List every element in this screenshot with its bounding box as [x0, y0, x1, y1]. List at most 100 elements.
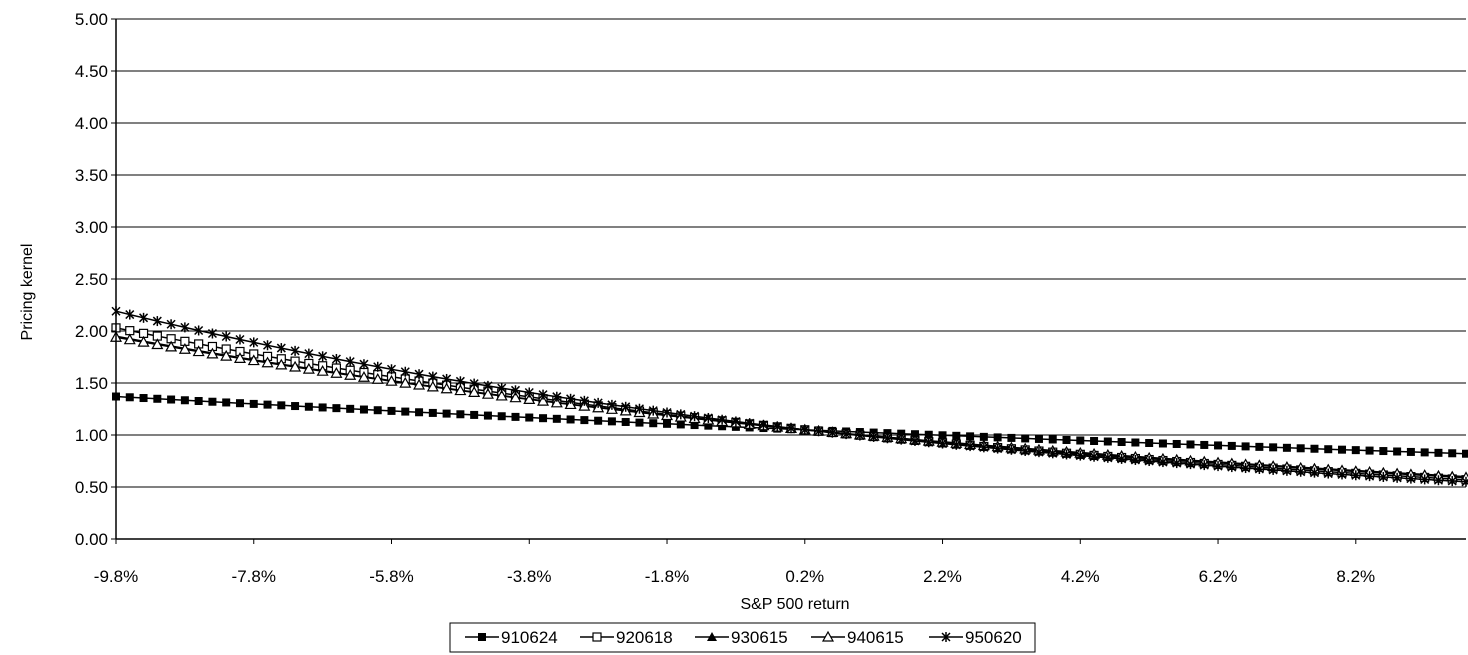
data-point [1090, 436, 1099, 445]
data-point [344, 369, 357, 380]
data-point [442, 373, 452, 384]
data-point [1158, 439, 1167, 448]
data-point [579, 395, 589, 406]
data-point [247, 354, 260, 366]
data-point [524, 387, 534, 398]
x-tick-label: 6.2% [1199, 567, 1238, 586]
data-point [1034, 447, 1044, 458]
data-point [483, 411, 492, 420]
data-point [1393, 447, 1402, 456]
data-point [385, 374, 398, 386]
data-point [1006, 444, 1016, 455]
data-point [745, 418, 755, 429]
data-point [537, 394, 550, 406]
data-point [359, 405, 368, 414]
data-point [814, 426, 824, 437]
data-point [371, 372, 384, 384]
x-tick-labels: -9.8% -7.8% -5.8% -3.8% -1.8% 0.2% 2.2% 4.2% 6.2… [94, 567, 1375, 586]
data-point [275, 358, 288, 370]
data-point [1392, 472, 1402, 483]
data-point [1434, 448, 1443, 457]
data-point [951, 439, 961, 450]
legend-label: 910624 [501, 628, 558, 647]
data-point [827, 427, 837, 438]
data-point [400, 366, 410, 377]
data-point [1076, 436, 1085, 445]
data-point [497, 383, 507, 394]
data-point [180, 396, 189, 405]
data-point [178, 343, 191, 354]
data-point [235, 399, 244, 408]
data-point [1213, 461, 1223, 472]
data-point [1351, 446, 1360, 455]
data-point [1254, 463, 1264, 474]
data-point [965, 441, 975, 452]
data-point [455, 376, 465, 387]
x-tick-label: -5.8% [369, 567, 413, 586]
grid [116, 18, 1466, 540]
data-point [607, 399, 617, 410]
data-point [386, 364, 397, 375]
data-point [1200, 440, 1209, 449]
legend-item-940615: 940615 [811, 628, 904, 647]
data-point [208, 397, 217, 406]
data-point [1379, 447, 1388, 456]
data-point [1462, 449, 1468, 458]
data-point [194, 325, 204, 336]
data-point [1089, 451, 1099, 462]
data-point [525, 413, 534, 422]
x-tick-label: -9.8% [94, 567, 138, 586]
data-point [993, 433, 1002, 442]
data-point [478, 633, 486, 641]
data-point [731, 416, 741, 427]
data-point [192, 345, 205, 357]
data-point [1324, 445, 1333, 454]
data-point [938, 431, 947, 440]
y-tick-label: 3.00 [75, 218, 108, 237]
data-point [289, 360, 302, 372]
data-point [249, 337, 259, 348]
data-point [1268, 464, 1278, 475]
data-point [1365, 446, 1374, 455]
data-point [1117, 453, 1127, 464]
x-tick-label: -1.8% [645, 567, 689, 586]
data-point [690, 421, 699, 430]
data-point [1296, 466, 1306, 477]
data-point [263, 340, 273, 351]
data-point [456, 410, 465, 419]
data-point [139, 312, 149, 323]
data-point [1048, 448, 1058, 459]
data-point [539, 414, 548, 423]
data-point [345, 356, 355, 367]
data-point [1172, 458, 1182, 469]
data-point [938, 438, 948, 449]
data-point [413, 378, 426, 390]
data-point [426, 380, 439, 392]
data-point [1048, 435, 1057, 444]
data-point [125, 326, 135, 336]
data-point [387, 406, 396, 415]
data-point [166, 319, 176, 330]
data-point [1378, 471, 1388, 482]
data-point [373, 361, 383, 372]
y-tick-label: 0.00 [75, 530, 108, 549]
legend-item-950620: 950620 [929, 628, 1022, 647]
data-point [206, 347, 219, 359]
data-point [552, 414, 561, 423]
data-point [510, 385, 521, 396]
data-point [910, 435, 920, 446]
legend-label: 950620 [965, 628, 1022, 647]
data-point [1007, 433, 1016, 442]
data-point [1186, 440, 1195, 449]
data-point [332, 404, 341, 413]
data-point [470, 410, 479, 419]
data-point [1185, 459, 1196, 470]
data-point [194, 396, 203, 405]
data-point [1103, 437, 1112, 446]
x-tick-label: -7.8% [232, 567, 276, 586]
data-point [896, 434, 906, 445]
data-point [676, 420, 685, 429]
y-tick-label: 2.50 [75, 270, 108, 289]
data-point [509, 391, 522, 403]
